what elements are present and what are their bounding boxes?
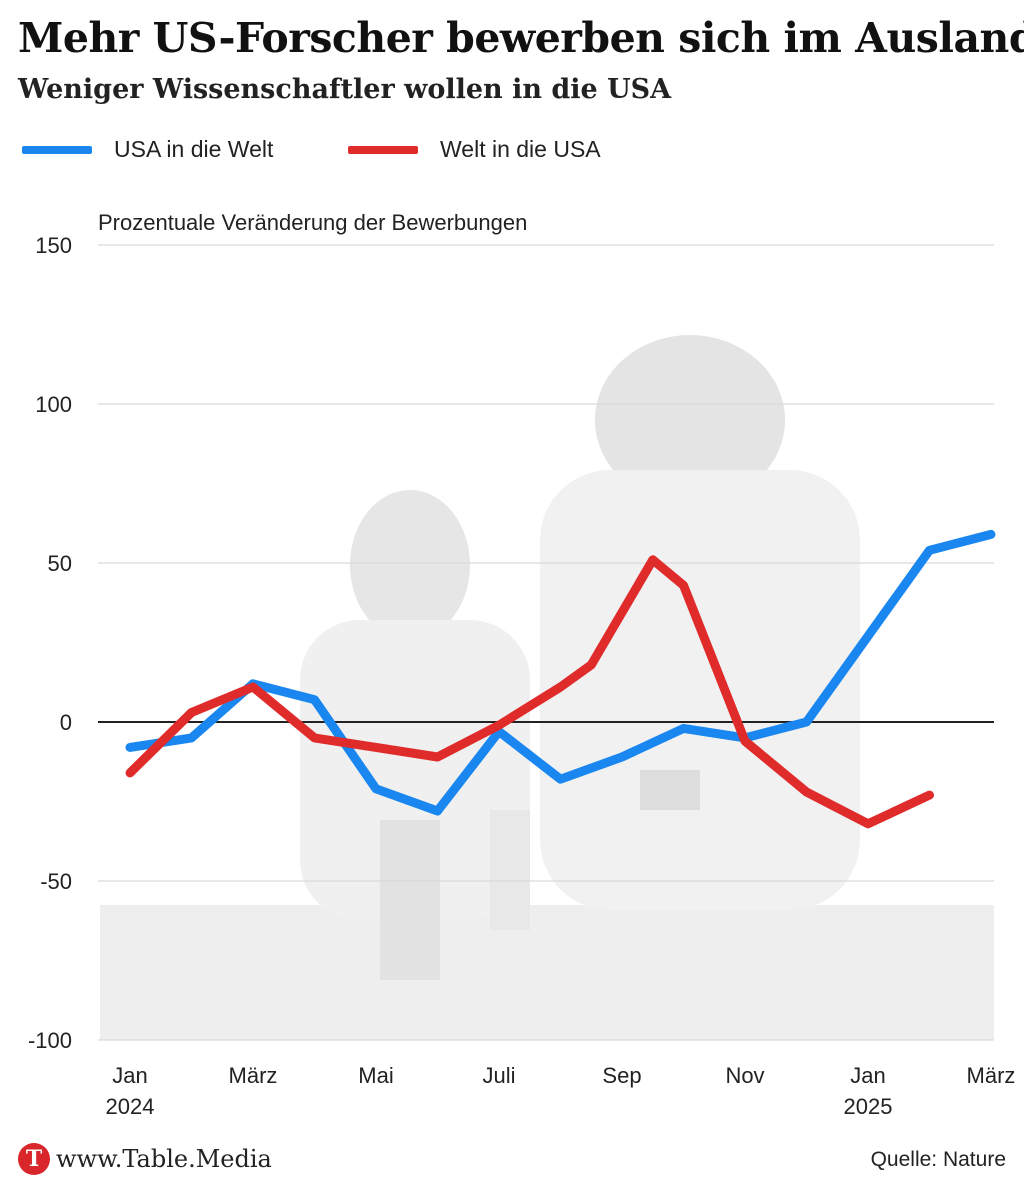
y-axis-tick-labels: 150 100 50 0 -50 -100 xyxy=(28,233,72,1053)
legend-label: USA in die Welt xyxy=(114,136,274,162)
y-axis-title: Prozentuale Veränderung der Bewerbungen xyxy=(98,210,527,235)
photo-shape-6 xyxy=(490,810,530,930)
x-axis-tick-labels: Jan 2024 März Mai Juli Sep Nov Jan 2025 März xyxy=(106,1063,1016,1119)
x-tick-label: März xyxy=(229,1063,278,1088)
x-tick-label: Nov xyxy=(725,1063,764,1088)
legend-label: Welt in die USA xyxy=(440,136,601,162)
legend-swatch-red xyxy=(348,145,418,154)
photo-shape-4 xyxy=(540,470,860,910)
legend-item-world-usa: Welt in die USA xyxy=(348,136,601,163)
y-tick-label: 100 xyxy=(35,392,72,417)
logo-text: www.Table.Media xyxy=(56,1145,272,1173)
table-media-logo[interactable]: T www.Table.Media xyxy=(18,1143,272,1175)
photo-shape-1 xyxy=(350,490,470,640)
photo-shape-2 xyxy=(300,620,530,920)
x-tick-label: Jan xyxy=(850,1063,885,1088)
series-line-usa-in-die-welt xyxy=(125,529,996,816)
x-tick-year-label: 2024 xyxy=(106,1094,155,1119)
y-tick-label: -100 xyxy=(28,1028,72,1053)
x-tick-label: Mai xyxy=(358,1063,393,1088)
chart-title: Mehr US-Forscher bewerben sich im Auslan… xyxy=(18,14,1024,62)
series-lines xyxy=(125,529,996,829)
y-tick-label: 50 xyxy=(48,551,72,576)
x-tick-label: Sep xyxy=(602,1063,641,1088)
photo-shape-3 xyxy=(595,335,785,505)
legend-item-usa-world: USA in die Welt xyxy=(22,136,273,163)
source-note: Quelle: Nature xyxy=(870,1148,1006,1171)
x-tick-label: Juli xyxy=(482,1063,515,1088)
photo-shape-7 xyxy=(640,770,700,810)
x-tick-label: März xyxy=(967,1063,1016,1088)
photo-shape-5 xyxy=(380,820,440,980)
y-tick-label: -50 xyxy=(40,869,72,894)
y-tick-label: 0 xyxy=(60,710,72,735)
line-chart: 150 100 50 0 -50 -100 Jan 2024 März Mai Juli Sep No… xyxy=(28,210,1016,1119)
chart-subtitle: Weniger Wissenschaftler wollen in die US… xyxy=(18,74,672,105)
logo-icon: T xyxy=(18,1143,50,1175)
x-tick-year-label: 2025 xyxy=(844,1094,893,1119)
series-line-welt-in-die-usa xyxy=(125,555,934,829)
background-photo xyxy=(100,335,994,1040)
legend-swatch-blue xyxy=(22,145,92,154)
y-tick-label: 150 xyxy=(35,233,72,258)
grid-lines xyxy=(98,244,994,1041)
photo-shape-0 xyxy=(100,905,994,1040)
x-tick-label: Jan xyxy=(112,1063,147,1088)
